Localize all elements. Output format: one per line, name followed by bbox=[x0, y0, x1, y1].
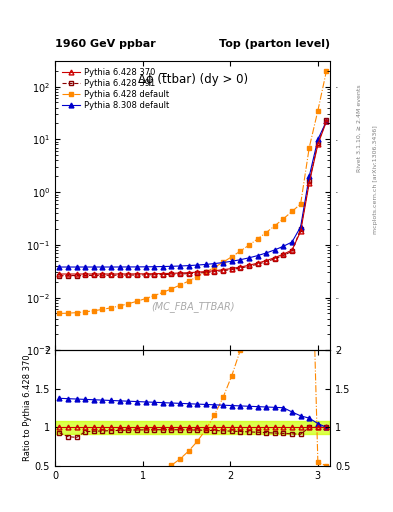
Text: Δϕ (t̅tbar) (dy > 0): Δϕ (t̅tbar) (dy > 0) bbox=[138, 73, 248, 86]
Bar bbox=[55, 421, 330, 434]
Text: (MC_FBA_TTBAR): (MC_FBA_TTBAR) bbox=[151, 302, 234, 312]
Text: 1960 GeV ppbar: 1960 GeV ppbar bbox=[55, 38, 156, 49]
Text: Rivet 3.1.10, ≥ 2.4M events: Rivet 3.1.10, ≥ 2.4M events bbox=[357, 84, 362, 172]
Legend: Pythia 6.428 370, Pythia 6.428 391, Pythia 6.428 default, Pythia 8.308 default: Pythia 6.428 370, Pythia 6.428 391, Pyth… bbox=[59, 66, 172, 113]
Text: mcplots.cern.ch [arXiv:1306.3436]: mcplots.cern.ch [arXiv:1306.3436] bbox=[373, 125, 378, 233]
Text: Top (parton level): Top (parton level) bbox=[219, 38, 330, 49]
Y-axis label: Ratio to Pythia 6.428 370: Ratio to Pythia 6.428 370 bbox=[23, 355, 32, 461]
